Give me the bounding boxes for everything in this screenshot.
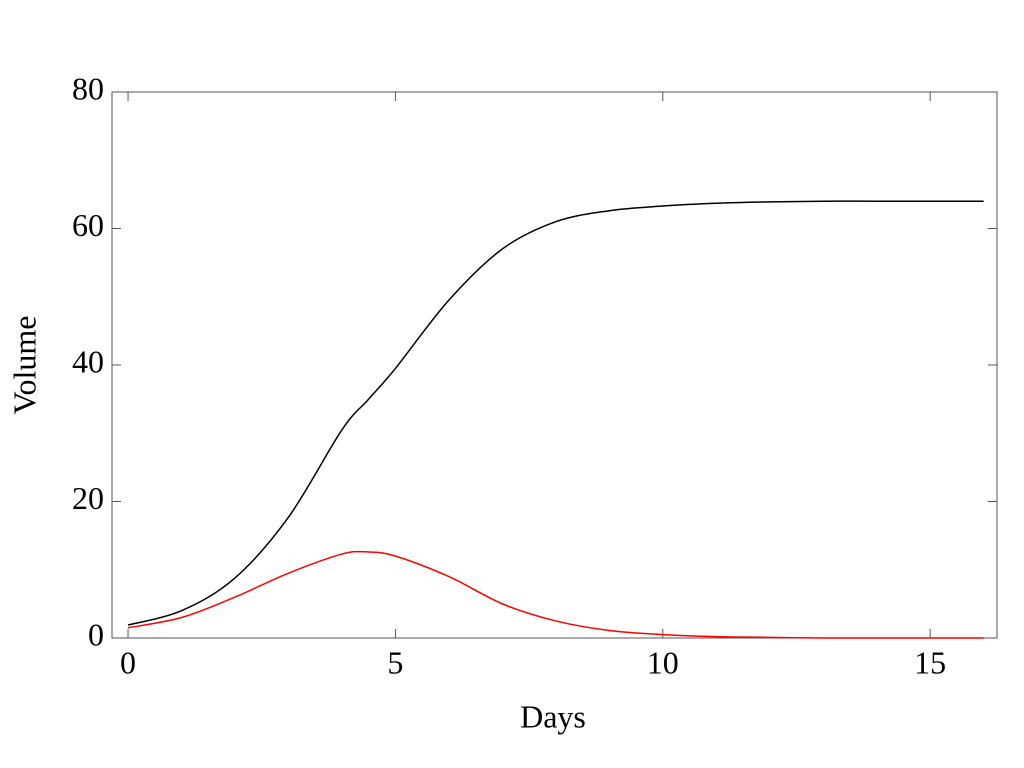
x-tick-label: 0 bbox=[120, 644, 136, 680]
x-tick-label: 10 bbox=[647, 644, 679, 680]
plot-frame bbox=[111, 91, 998, 639]
y-tick-label: 60 bbox=[72, 207, 104, 243]
y-axis-label: Volume bbox=[6, 316, 42, 415]
y-tick-label: 80 bbox=[72, 70, 104, 106]
x-tick-label: 15 bbox=[914, 644, 946, 680]
series-line bbox=[127, 550, 984, 639]
x-axis-label: Days bbox=[520, 698, 586, 734]
y-tick-label: 0 bbox=[88, 616, 104, 652]
x-tick-label: 5 bbox=[387, 644, 403, 680]
y-tick-label: 20 bbox=[72, 480, 104, 516]
series-line bbox=[127, 200, 984, 626]
y-tick-label: 40 bbox=[72, 343, 104, 379]
